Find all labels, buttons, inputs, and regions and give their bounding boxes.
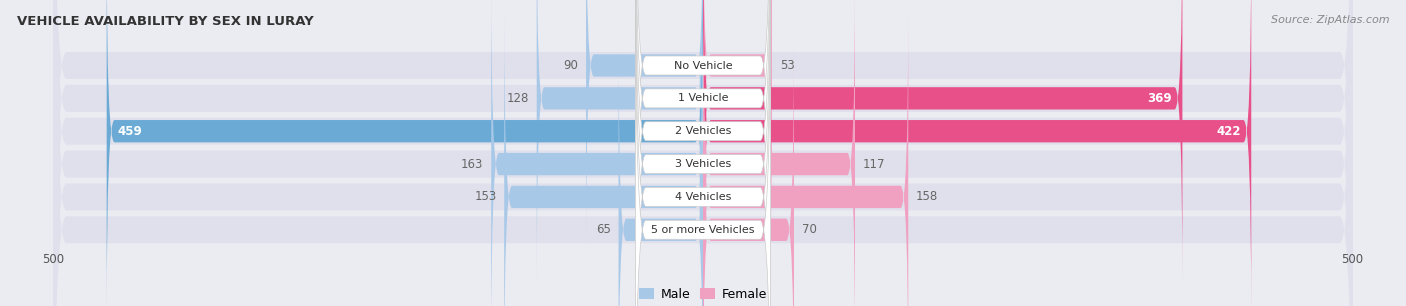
FancyBboxPatch shape <box>53 0 1353 306</box>
FancyBboxPatch shape <box>53 0 1353 306</box>
Text: No Vehicle: No Vehicle <box>673 61 733 70</box>
FancyBboxPatch shape <box>636 0 770 306</box>
Text: 128: 128 <box>506 92 529 105</box>
Text: 459: 459 <box>117 125 142 138</box>
FancyBboxPatch shape <box>586 0 703 252</box>
Text: 158: 158 <box>917 190 938 203</box>
FancyBboxPatch shape <box>703 0 1251 306</box>
Text: 3 Vehicles: 3 Vehicles <box>675 159 731 169</box>
FancyBboxPatch shape <box>636 0 770 306</box>
FancyBboxPatch shape <box>53 0 1353 306</box>
FancyBboxPatch shape <box>636 0 770 306</box>
FancyBboxPatch shape <box>636 0 770 306</box>
FancyBboxPatch shape <box>505 11 703 306</box>
Legend: Male, Female: Male, Female <box>634 283 772 306</box>
Text: 53: 53 <box>780 59 794 72</box>
Text: 5 or more Vehicles: 5 or more Vehicles <box>651 225 755 235</box>
Text: 1 Vehicle: 1 Vehicle <box>678 93 728 103</box>
FancyBboxPatch shape <box>53 0 1353 306</box>
FancyBboxPatch shape <box>703 0 772 252</box>
Text: 369: 369 <box>1147 92 1173 105</box>
FancyBboxPatch shape <box>491 0 703 306</box>
Text: 4 Vehicles: 4 Vehicles <box>675 192 731 202</box>
FancyBboxPatch shape <box>703 44 794 306</box>
Text: 90: 90 <box>564 59 578 72</box>
FancyBboxPatch shape <box>703 0 855 306</box>
Text: 117: 117 <box>863 158 886 170</box>
FancyBboxPatch shape <box>619 44 703 306</box>
FancyBboxPatch shape <box>53 0 1353 306</box>
FancyBboxPatch shape <box>53 0 1353 306</box>
FancyBboxPatch shape <box>537 0 703 284</box>
Text: Source: ZipAtlas.com: Source: ZipAtlas.com <box>1271 15 1389 25</box>
FancyBboxPatch shape <box>703 0 1182 284</box>
Text: 65: 65 <box>596 223 610 236</box>
Text: 2 Vehicles: 2 Vehicles <box>675 126 731 136</box>
FancyBboxPatch shape <box>703 11 908 306</box>
Text: 70: 70 <box>801 223 817 236</box>
Text: 153: 153 <box>474 190 496 203</box>
FancyBboxPatch shape <box>636 0 770 306</box>
FancyBboxPatch shape <box>107 0 703 306</box>
FancyBboxPatch shape <box>636 0 770 306</box>
Text: VEHICLE AVAILABILITY BY SEX IN LURAY: VEHICLE AVAILABILITY BY SEX IN LURAY <box>17 15 314 28</box>
Text: 422: 422 <box>1216 125 1241 138</box>
Text: 163: 163 <box>461 158 484 170</box>
